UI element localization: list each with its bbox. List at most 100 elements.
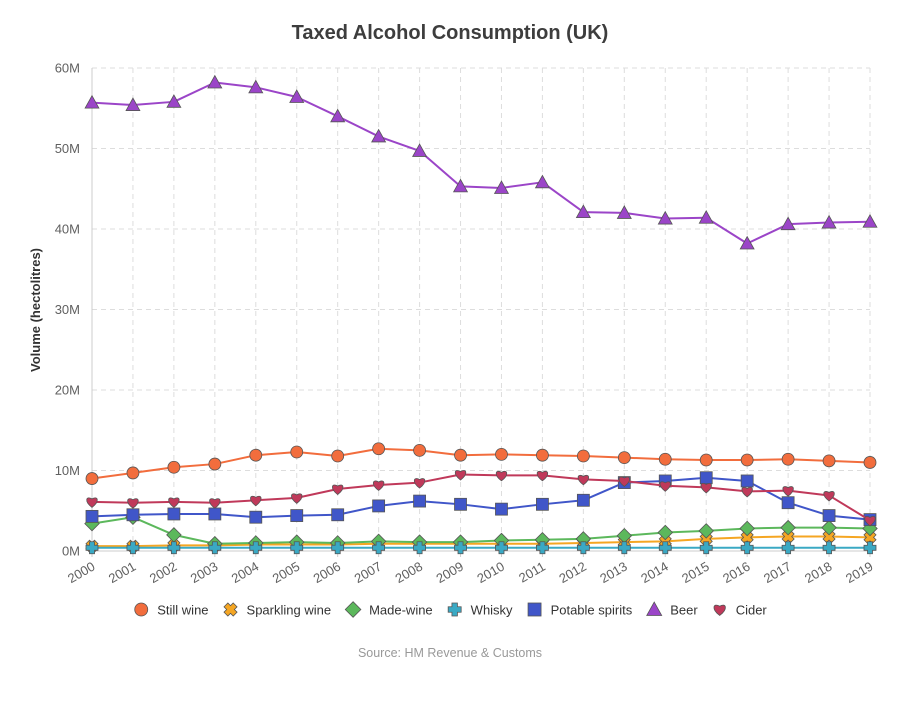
y-tick-label: 40M bbox=[55, 222, 80, 237]
data-point-beer bbox=[166, 94, 182, 108]
data-point-cider bbox=[823, 491, 835, 502]
x-tick-label: 2004 bbox=[229, 559, 262, 586]
series-still-wine bbox=[85, 442, 877, 485]
data-point-whisky bbox=[863, 541, 877, 555]
legend-label-made-wine: Made-wine bbox=[369, 603, 433, 618]
data-point-beer bbox=[862, 214, 878, 228]
chart-title: Taxed Alcohol Consumption (UK) bbox=[292, 22, 609, 44]
x-tick-label: 2017 bbox=[761, 559, 794, 586]
legend-item-beer[interactable]: Beer bbox=[646, 601, 699, 618]
data-point-whisky bbox=[740, 541, 754, 555]
data-point-potable-spirits bbox=[781, 496, 795, 510]
data-point-whisky bbox=[781, 541, 795, 555]
series-beer bbox=[84, 74, 878, 250]
legend-item-whisky[interactable]: Whisky bbox=[447, 602, 513, 618]
data-point-whisky bbox=[85, 541, 99, 555]
data-point-still-wine bbox=[208, 457, 222, 471]
data-point-still-wine bbox=[290, 445, 304, 459]
data-point-whisky bbox=[454, 541, 467, 555]
data-point-beer bbox=[616, 205, 632, 219]
data-point-whisky bbox=[536, 541, 549, 555]
x-tick-label: 2013 bbox=[597, 559, 630, 586]
data-point-still-wine bbox=[413, 443, 426, 457]
data-point-potable-spirits bbox=[372, 499, 386, 513]
data-point-potable-spirits bbox=[699, 471, 713, 485]
data-point-still-wine bbox=[85, 472, 99, 485]
data-point-made-wine bbox=[821, 519, 837, 536]
legend-item-cider[interactable]: Cider bbox=[713, 603, 767, 618]
data-point-potable-spirits bbox=[126, 508, 140, 522]
data-point-potable-spirits bbox=[495, 502, 508, 516]
data-point-made-wine bbox=[657, 524, 674, 541]
data-point-still-wine bbox=[249, 448, 263, 462]
y-tick-label: 60M bbox=[55, 61, 80, 76]
y-tick-label: 0M bbox=[62, 544, 80, 559]
x-tick-label: 2010 bbox=[474, 559, 507, 586]
data-point-still-wine bbox=[331, 449, 345, 463]
legend-marker-whisky bbox=[447, 602, 462, 617]
legend-item-sparkling-wine[interactable]: Sparkling wine bbox=[221, 600, 331, 618]
data-point-beer bbox=[657, 210, 673, 225]
data-point-beer bbox=[248, 79, 264, 94]
data-point-cider bbox=[291, 493, 303, 504]
legend-label-beer: Beer bbox=[670, 603, 698, 618]
series-line-sparkling-wine bbox=[92, 535, 871, 548]
data-point-beer bbox=[821, 214, 837, 229]
series-line-potable-spirits bbox=[91, 476, 871, 521]
data-point-cider bbox=[864, 516, 876, 527]
data-point-potable-spirits bbox=[167, 507, 181, 521]
y-tick-label: 30M bbox=[55, 302, 80, 317]
data-point-still-wine bbox=[863, 456, 877, 469]
data-point-beer bbox=[780, 216, 796, 231]
data-point-cider bbox=[618, 476, 630, 487]
data-point-whisky bbox=[249, 541, 263, 555]
data-point-whisky bbox=[495, 541, 508, 555]
series-group bbox=[84, 74, 878, 555]
x-tick-label: 2008 bbox=[393, 559, 426, 586]
data-point-cider bbox=[577, 474, 590, 486]
data-point-potable-spirits bbox=[822, 509, 836, 522]
data-point-beer bbox=[698, 210, 714, 224]
x-tick-label: 2015 bbox=[679, 559, 712, 586]
data-point-potable-spirits bbox=[85, 509, 99, 523]
legend-item-still-wine[interactable]: Still wine bbox=[134, 603, 209, 618]
data-point-potable-spirits bbox=[454, 497, 467, 511]
x-tick-label: 2005 bbox=[270, 559, 303, 586]
legend-marker-sparkling-wine bbox=[223, 602, 238, 617]
chart-source: Source: HM Revenue & Customs bbox=[358, 646, 542, 660]
x-tick-label: 2002 bbox=[147, 559, 180, 586]
data-point-still-wine bbox=[781, 452, 795, 466]
data-point-made-wine bbox=[739, 520, 755, 537]
data-point-still-wine bbox=[126, 466, 140, 480]
series-line-cider bbox=[91, 473, 871, 522]
data-point-potable-spirits bbox=[536, 497, 549, 511]
legend-marker-cider bbox=[713, 604, 726, 616]
data-point-whisky bbox=[699, 541, 713, 555]
series-line-beer bbox=[91, 81, 871, 245]
data-point-still-wine bbox=[576, 449, 590, 463]
grid-lines bbox=[92, 67, 871, 551]
data-point-potable-spirits bbox=[290, 509, 304, 522]
series-cider bbox=[86, 470, 876, 527]
data-point-potable-spirits bbox=[413, 494, 426, 508]
data-point-beer bbox=[84, 94, 100, 109]
data-point-still-wine bbox=[495, 447, 508, 461]
data-point-beer bbox=[289, 89, 305, 103]
data-point-cider bbox=[372, 480, 385, 491]
data-point-potable-spirits bbox=[740, 474, 754, 488]
x-tick-label: 2001 bbox=[106, 559, 139, 586]
data-point-cider bbox=[86, 497, 98, 508]
x-tick-label: 2012 bbox=[556, 559, 589, 586]
data-point-cider bbox=[454, 470, 467, 481]
y-tick-label: 10M bbox=[55, 463, 80, 478]
x-tick-label: 2014 bbox=[638, 559, 671, 586]
data-point-still-wine bbox=[740, 453, 754, 467]
data-point-still-wine bbox=[658, 452, 672, 466]
legend-item-made-wine[interactable]: Made-wine bbox=[344, 601, 433, 618]
data-point-potable-spirits bbox=[331, 508, 345, 522]
legend-label-whisky: Whisky bbox=[471, 603, 513, 618]
data-point-cider bbox=[250, 495, 262, 507]
legend-item-potable-spirits[interactable]: Potable spirits bbox=[527, 603, 633, 618]
data-point-still-wine bbox=[617, 451, 631, 465]
